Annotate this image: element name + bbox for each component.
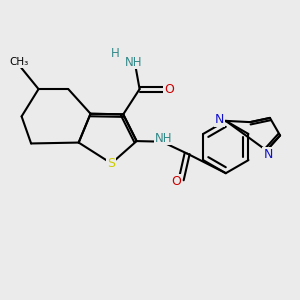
Text: CH₃: CH₃ bbox=[10, 57, 29, 67]
Text: NH: NH bbox=[154, 132, 172, 145]
Text: N: N bbox=[214, 113, 224, 126]
Text: NH: NH bbox=[125, 56, 142, 68]
Text: O: O bbox=[171, 175, 181, 188]
Text: O: O bbox=[164, 82, 174, 96]
Text: S: S bbox=[107, 157, 116, 170]
Text: N: N bbox=[263, 148, 273, 160]
Text: H: H bbox=[111, 47, 119, 60]
